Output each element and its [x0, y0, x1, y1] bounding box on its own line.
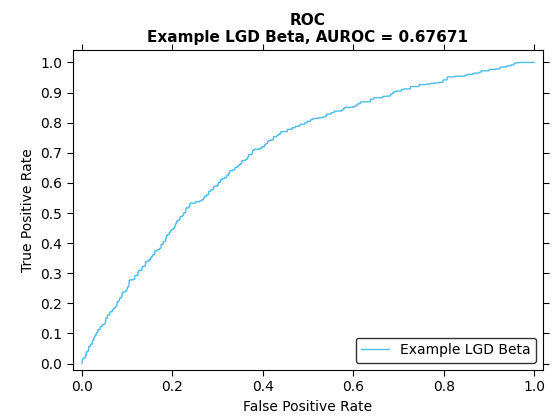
X-axis label: False Positive Rate: False Positive Rate — [244, 399, 372, 414]
Y-axis label: True Positive Rate: True Positive Rate — [21, 148, 35, 272]
Example LGD Beta — [286, 127, 293, 132]
Title: ROC
Example LGD Beta, AUROC = 0.67671: ROC Example LGD Beta, AUROC = 0.67671 — [147, 13, 469, 45]
Legend: Example LGD Beta: Example LGD Beta — [356, 338, 536, 362]
Example LGD Beta — [298, 122, 305, 127]
Example LGD Beta — [518, 60, 525, 65]
Example LGD Beta — [517, 60, 524, 65]
Example LGD Beta — [101, 321, 108, 326]
Example LGD Beta — [435, 81, 441, 86]
Example LGD Beta — [531, 60, 538, 65]
Example LGD Beta — [516, 60, 523, 65]
Line: Example LGD Beta: Example LGD Beta — [82, 63, 534, 364]
Example LGD Beta — [78, 361, 85, 366]
